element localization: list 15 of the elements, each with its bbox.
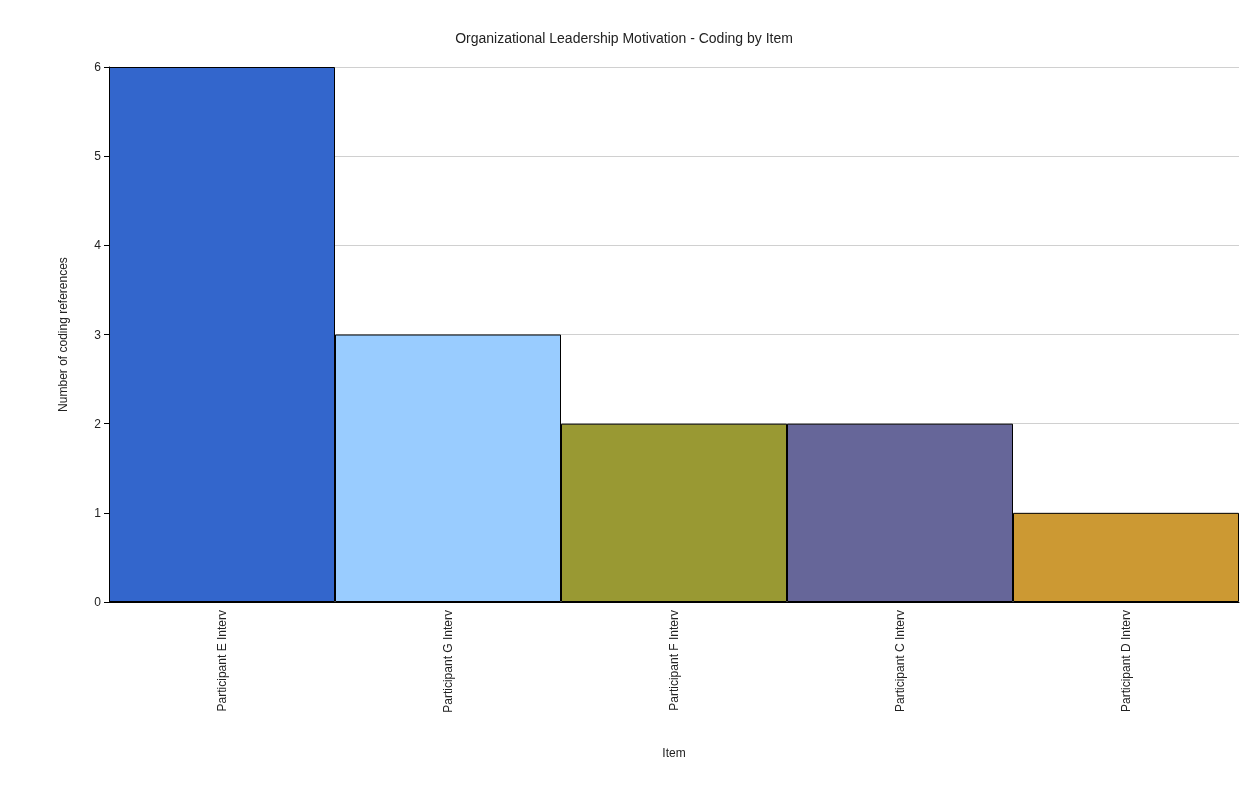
y-tick-label: 3: [94, 327, 102, 342]
chart-title: Organizational Leadership Motivation - Coding by Item: [455, 30, 793, 46]
x-axis-title: Item: [662, 746, 686, 760]
y-tick-label: 1: [94, 505, 102, 520]
y-tick-label: 0: [94, 595, 102, 609]
x-tick-label: Participant E Interv: [215, 610, 229, 712]
x-tick-label: Participant C Interv: [893, 610, 907, 713]
x-tick-label: Participant D Interv: [1119, 610, 1133, 713]
y-tick-label: 2: [94, 416, 102, 431]
y-axis-title: Number of coding references: [56, 257, 70, 412]
y-tick-label: 4: [94, 238, 102, 253]
x-tick-label: Participant F Interv: [667, 610, 681, 711]
y-tick-label: 5: [94, 149, 102, 164]
y-tick-label: 6: [94, 60, 102, 74]
x-tick-label: Participant G Interv: [441, 610, 455, 713]
